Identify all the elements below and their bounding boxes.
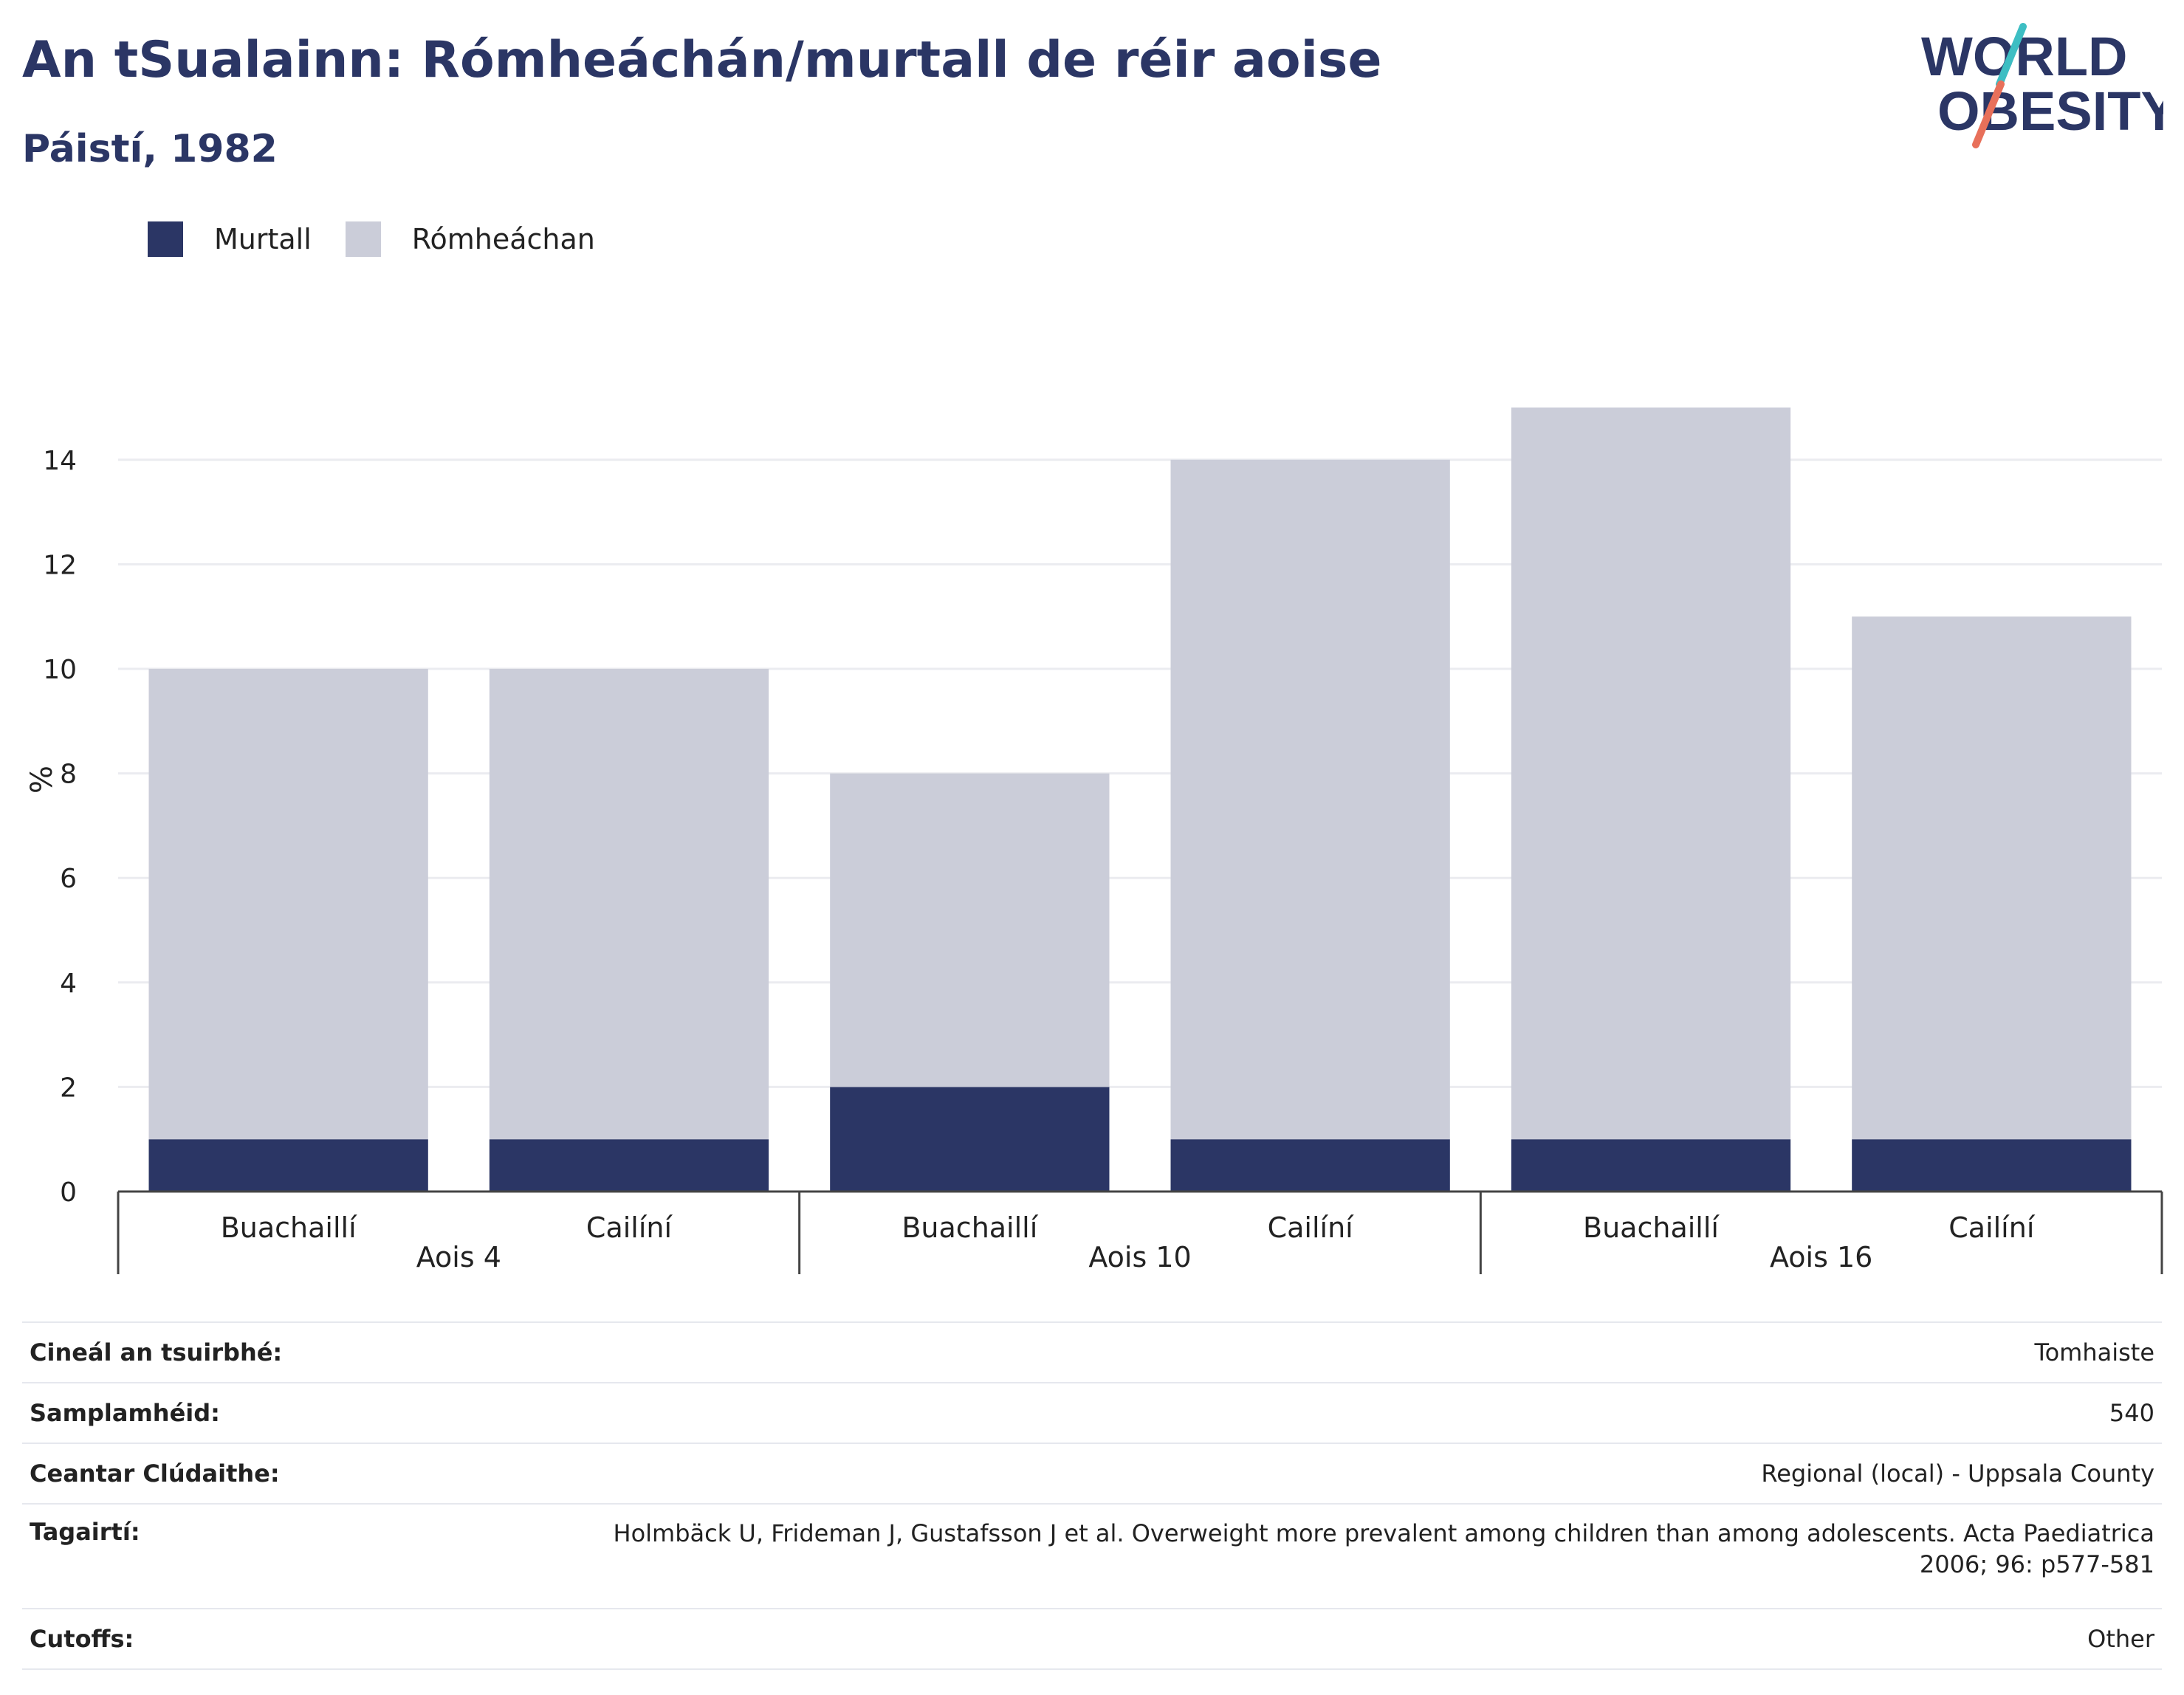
legend-label-romheachan: Rómheáchan	[411, 223, 595, 255]
survey-info-table: Cineál an tsuirbhé: Tomhaiste Samplamhéi…	[22, 1321, 2162, 1670]
bar-romheachan	[1170, 459, 1450, 1140]
x-tick-label: Cailíní	[1948, 1211, 2036, 1244]
bar-murtall	[1511, 1139, 1791, 1192]
info-row-sample-size: Samplamhéid: 540	[22, 1382, 2162, 1444]
legend-swatch-murtall	[148, 221, 183, 257]
chart-subtitle: Páistí, 1982	[22, 127, 278, 171]
info-row-cutoffs: Cutoffs: Other	[22, 1608, 2162, 1670]
legend-item-romheachan: Rómheáchan	[345, 221, 595, 257]
bar-romheachan	[1852, 616, 2132, 1140]
info-value: 540	[421, 1382, 2162, 1444]
info-value: Regional (local) - Uppsala County	[421, 1443, 2162, 1505]
info-label: Samplamhéid:	[22, 1382, 421, 1444]
logo-slash-top	[1996, 23, 2027, 88]
info-row-survey-type: Cineál an tsuirbhé: Tomhaiste	[22, 1321, 2162, 1383]
info-value: Other	[421, 1608, 2162, 1670]
x-tick-label: Cailíní	[1268, 1211, 1355, 1244]
x-tick-label: Buachaillí	[221, 1211, 357, 1244]
world-obesity-logo: WORLD OBESITY	[1921, 23, 2163, 148]
legend-label-murtall: Murtall	[214, 223, 312, 255]
group-label: Aois 4	[416, 1241, 501, 1273]
y-tick-label: 12	[43, 550, 77, 580]
info-row-area-covered: Ceantar Clúdaithe: Regional (local) - Up…	[22, 1443, 2162, 1505]
reference-text: Holmbäck U, Frideman J, Gustafsson J et …	[613, 1519, 2155, 1578]
info-label: Cutoffs:	[22, 1608, 421, 1670]
y-tick-label: 6	[60, 864, 77, 894]
bar-romheachan	[1511, 408, 1791, 1140]
logo-text-obesity: OBESITY	[1937, 80, 2163, 142]
y-tick-label: 2	[60, 1073, 77, 1103]
legend-swatch-romheachan	[345, 221, 381, 257]
bar-murtall	[830, 1087, 1110, 1192]
info-value: Holmbäck U, Frideman J, Gustafsson J et …	[421, 1503, 2162, 1609]
x-tick-label: Buachaillí	[902, 1211, 1038, 1244]
chart-legend: Murtall Rómheáchan	[148, 219, 629, 260]
group-label: Aois 10	[1088, 1241, 1191, 1273]
logo-text-world: WORLD	[1921, 26, 2128, 87]
logo-slash-bottom	[1972, 80, 2005, 148]
y-tick-label: 8	[60, 760, 77, 790]
x-tick-label: Cailíní	[586, 1211, 673, 1244]
bar-murtall	[1852, 1139, 2132, 1192]
legend-item-murtall: Murtall	[148, 221, 312, 257]
x-tick-label: Buachaillí	[1583, 1211, 1720, 1244]
bar-romheachan	[148, 669, 428, 1140]
group-label: Aois 16	[1770, 1241, 1872, 1273]
y-tick-label: 4	[60, 969, 77, 999]
y-tick-label: 10	[43, 655, 77, 685]
y-tick-label: 14	[43, 446, 77, 476]
info-label: Tagairtí:	[22, 1503, 421, 1609]
chart-title: An tSualainn: Rómheáchán/murtall de réir…	[22, 31, 1382, 89]
info-value: Tomhaiste	[421, 1321, 2162, 1383]
info-label: Ceantar Clúdaithe:	[22, 1443, 421, 1505]
y-tick-label: 0	[60, 1177, 77, 1208]
bar-romheachan	[830, 773, 1110, 1087]
info-row-references: Tagairtí: Holmbäck U, Frideman J, Gustaf…	[22, 1503, 2162, 1609]
bar-murtall	[489, 1139, 769, 1192]
bar-murtall	[148, 1139, 428, 1192]
bar-romheachan	[489, 669, 769, 1140]
y-axis-label: %	[25, 766, 59, 794]
bar-murtall	[1170, 1139, 1450, 1192]
info-label: Cineál an tsuirbhé:	[22, 1321, 421, 1383]
stacked-bar-chart: 0 2 4 6 8 10 12 14% Buachaillí Cailíní Buachaillí C…	[25, 408, 2163, 1274]
